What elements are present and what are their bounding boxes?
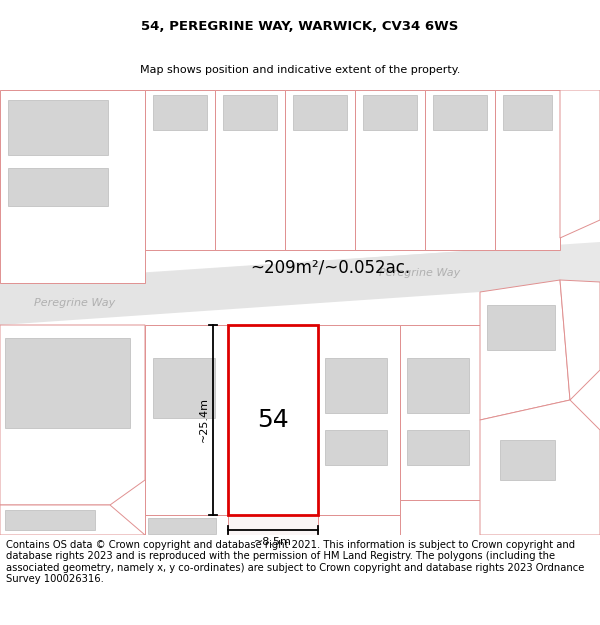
Bar [433, 95, 487, 130]
Polygon shape [0, 505, 145, 535]
Bar [503, 95, 552, 130]
Bar [293, 95, 347, 130]
Text: 54: 54 [257, 408, 289, 432]
Bar [407, 358, 469, 413]
Text: ~25.4m: ~25.4m [199, 398, 209, 442]
Polygon shape [560, 90, 600, 238]
Bar [5, 338, 130, 428]
Bar [148, 518, 216, 534]
Bar [8, 100, 108, 155]
Polygon shape [495, 90, 560, 250]
Bar [363, 95, 417, 130]
Polygon shape [0, 325, 145, 505]
Bar [153, 95, 207, 130]
Bar [500, 440, 555, 480]
Polygon shape [560, 280, 600, 400]
Polygon shape [480, 280, 570, 420]
Bar [5, 510, 95, 530]
Polygon shape [145, 515, 228, 535]
Polygon shape [0, 242, 600, 322]
Polygon shape [425, 90, 495, 250]
Bar [8, 168, 108, 206]
Polygon shape [0, 238, 560, 325]
Polygon shape [285, 90, 355, 250]
Polygon shape [228, 515, 318, 535]
Bar [223, 95, 277, 130]
Polygon shape [318, 325, 400, 515]
Bar [325, 430, 387, 465]
Polygon shape [318, 515, 400, 535]
Text: Peregrine Way: Peregrine Way [34, 298, 116, 308]
Polygon shape [145, 90, 215, 250]
Bar [325, 358, 387, 413]
Polygon shape [0, 90, 145, 283]
Polygon shape [355, 90, 425, 250]
Bar [487, 305, 555, 350]
Polygon shape [145, 325, 228, 515]
Polygon shape [480, 400, 600, 535]
Text: ~8.5m: ~8.5m [254, 537, 292, 547]
Bar [407, 430, 469, 465]
Text: ~209m²/~0.052ac.: ~209m²/~0.052ac. [250, 259, 410, 277]
Text: Contains OS data © Crown copyright and database right 2021. This information is : Contains OS data © Crown copyright and d… [6, 539, 584, 584]
Text: Map shows position and indicative extent of the property.: Map shows position and indicative extent… [140, 65, 460, 75]
Text: Peregrine Way: Peregrine Way [379, 268, 461, 278]
Polygon shape [215, 90, 285, 250]
Bar [153, 358, 215, 418]
Polygon shape [400, 325, 480, 500]
Bar [228, 325, 318, 515]
Text: 54, PEREGRINE WAY, WARWICK, CV34 6WS: 54, PEREGRINE WAY, WARWICK, CV34 6WS [142, 21, 458, 34]
Polygon shape [0, 90, 145, 283]
